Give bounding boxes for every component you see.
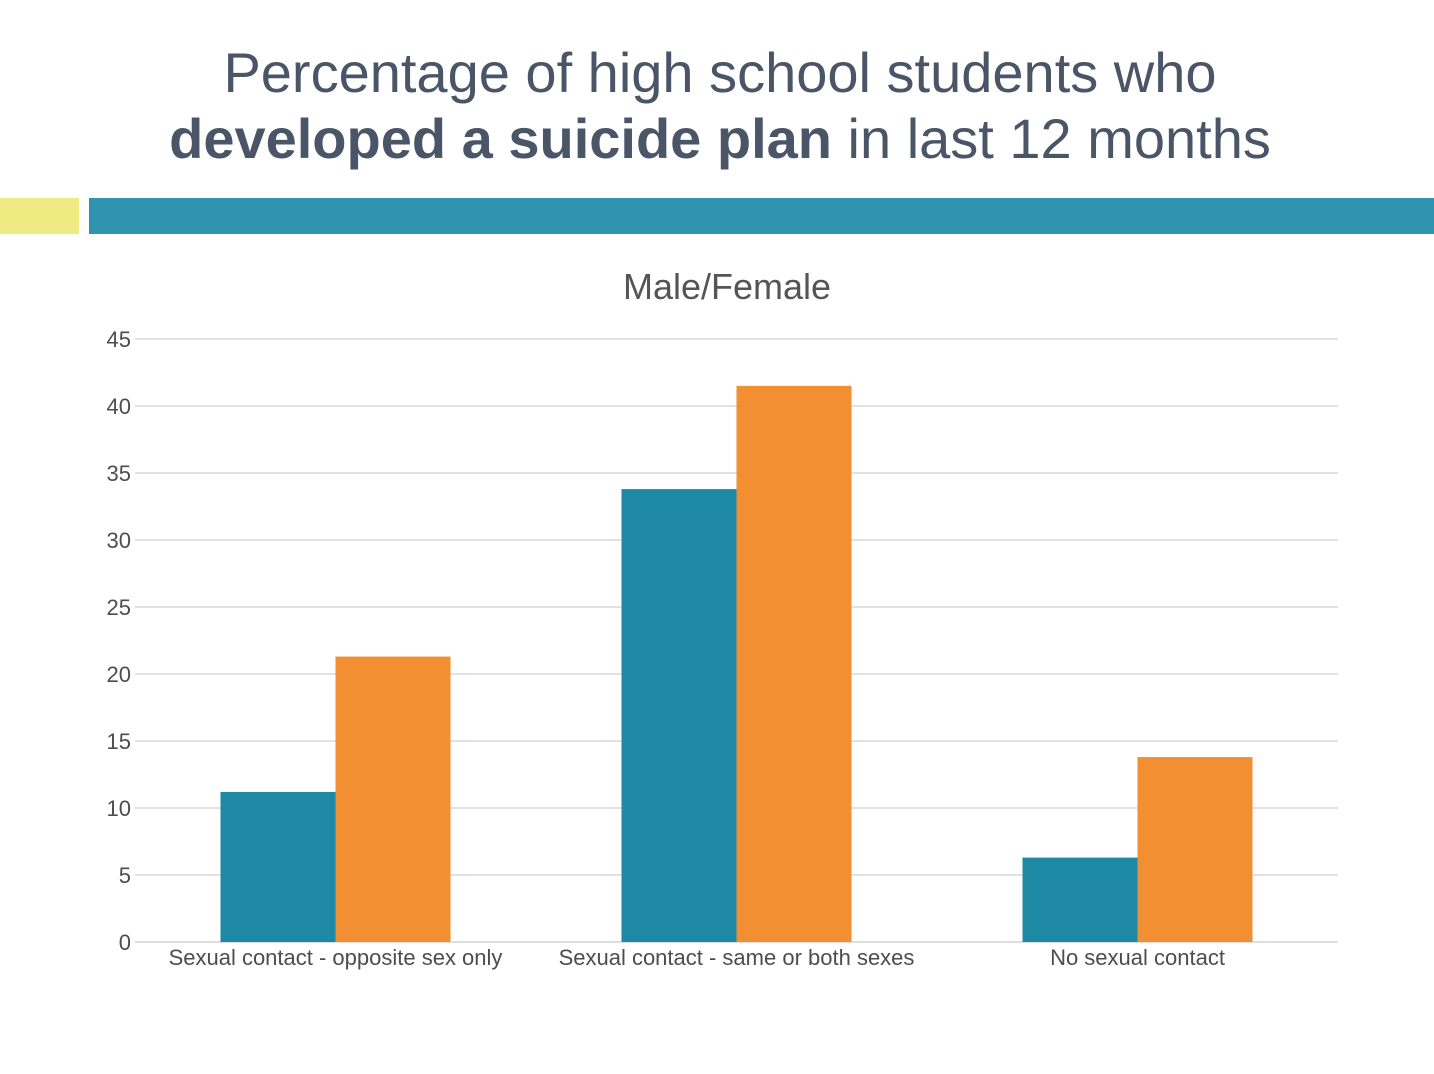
- slide-title: Percentage of high school students who d…: [0, 40, 1434, 172]
- y-tick-label: 35: [107, 461, 131, 486]
- slide-title-line2: developed a suicide plan in last 12 mont…: [0, 106, 1434, 172]
- accent-bar-left: [0, 198, 79, 234]
- y-tick-label: 15: [107, 729, 131, 754]
- bar-series2-cat1: [335, 656, 451, 942]
- bar-series2-cat2: [736, 385, 852, 942]
- bars: [220, 385, 1253, 942]
- y-tick-label: 25: [107, 595, 131, 620]
- bar-series1-cat3: [1022, 857, 1138, 942]
- accent-bar-right: [89, 198, 1434, 234]
- y-axis-ticks: 0 5 10 15 20 25 30 35 40 45: [107, 327, 131, 955]
- slide-title-emphasis: developed a suicide plan: [169, 107, 832, 170]
- x-category-label: No sexual contact: [1050, 945, 1225, 970]
- bar-series1-cat1: [220, 791, 336, 942]
- bar-series2-cat3: [1137, 757, 1253, 942]
- y-tick-label: 10: [107, 796, 131, 821]
- x-category-label: Sexual contact - opposite sex only: [169, 945, 503, 970]
- x-axis-categories: Sexual contact - opposite sex only Sexual…: [169, 945, 1225, 970]
- slide-title-line1: Percentage of high school students who: [223, 41, 1217, 104]
- bar-series1-cat2: [621, 489, 737, 942]
- y-tick-label: 45: [107, 327, 131, 352]
- y-tick-label: 0: [119, 930, 131, 955]
- y-tick-label: 5: [119, 863, 131, 888]
- slide-title-rest: in last 12 months: [831, 107, 1271, 170]
- chart-title: Male/Female: [622, 266, 832, 307]
- x-category-label: Sexual contact - same or both sexes: [559, 945, 915, 970]
- y-tick-label: 40: [107, 394, 131, 419]
- y-tick-label: 20: [107, 662, 131, 687]
- y-tick-label: 30: [107, 528, 131, 553]
